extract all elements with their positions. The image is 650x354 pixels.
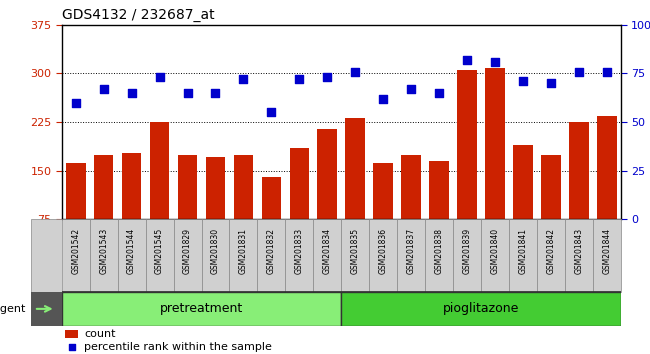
FancyBboxPatch shape	[229, 219, 257, 292]
Bar	[401, 155, 421, 268]
Bar	[373, 163, 393, 268]
Point	[238, 76, 248, 82]
Point	[211, 90, 221, 96]
Bar	[261, 177, 281, 268]
Bar	[31, 219, 62, 292]
Text: pretreatment: pretreatment	[160, 302, 243, 315]
FancyBboxPatch shape	[509, 219, 537, 292]
Text: GSM201829: GSM201829	[183, 228, 192, 274]
Text: GSM201832: GSM201832	[267, 228, 276, 274]
Bar	[233, 155, 254, 268]
Text: GSM201835: GSM201835	[351, 228, 359, 274]
Point	[406, 86, 416, 92]
Text: GSM201545: GSM201545	[155, 228, 164, 274]
Bar	[513, 145, 533, 268]
Text: agent: agent	[0, 304, 26, 314]
Bar	[341, 292, 621, 326]
FancyBboxPatch shape	[285, 219, 313, 292]
Bar	[345, 118, 365, 268]
FancyBboxPatch shape	[146, 219, 174, 292]
Text: GSM201542: GSM201542	[72, 228, 80, 274]
Point	[574, 69, 584, 74]
FancyBboxPatch shape	[593, 219, 621, 292]
Point	[99, 86, 109, 92]
Bar	[597, 116, 617, 268]
Text: GSM201843: GSM201843	[575, 228, 583, 274]
Text: GSM201544: GSM201544	[127, 228, 136, 274]
Point	[126, 90, 137, 96]
Text: GSM201838: GSM201838	[435, 228, 443, 274]
FancyBboxPatch shape	[257, 219, 285, 292]
Point	[155, 74, 165, 80]
FancyBboxPatch shape	[90, 219, 118, 292]
Text: GSM201844: GSM201844	[603, 228, 611, 274]
Bar	[94, 155, 114, 268]
Bar	[150, 122, 170, 268]
Point	[378, 96, 389, 102]
Point	[66, 344, 77, 350]
Text: count: count	[84, 329, 116, 339]
Point	[490, 59, 501, 64]
FancyBboxPatch shape	[202, 219, 229, 292]
Bar	[62, 292, 341, 326]
FancyBboxPatch shape	[313, 219, 341, 292]
Point	[350, 69, 360, 74]
Point	[322, 74, 332, 80]
Bar	[122, 153, 142, 268]
Text: GSM201833: GSM201833	[295, 228, 304, 274]
Point	[294, 76, 305, 82]
FancyBboxPatch shape	[397, 219, 425, 292]
Bar	[289, 148, 309, 268]
Bar	[66, 163, 86, 268]
FancyBboxPatch shape	[62, 219, 90, 292]
Point	[182, 90, 193, 96]
Bar	[541, 155, 561, 268]
Point	[546, 80, 556, 86]
Text: GSM201837: GSM201837	[407, 228, 415, 274]
Text: GSM201840: GSM201840	[491, 228, 499, 274]
Text: GSM201830: GSM201830	[211, 228, 220, 274]
Bar	[317, 129, 337, 268]
FancyBboxPatch shape	[453, 219, 481, 292]
Text: GSM201834: GSM201834	[323, 228, 332, 274]
FancyBboxPatch shape	[425, 219, 453, 292]
Text: pioglitazone: pioglitazone	[443, 302, 519, 315]
Bar	[485, 68, 505, 268]
Point	[462, 57, 473, 63]
Text: GSM201839: GSM201839	[463, 228, 471, 274]
Bar	[429, 161, 449, 268]
FancyBboxPatch shape	[537, 219, 565, 292]
Text: GSM201842: GSM201842	[547, 228, 555, 274]
Text: GSM201841: GSM201841	[519, 228, 527, 274]
Point	[70, 100, 81, 105]
Point	[266, 110, 277, 115]
FancyBboxPatch shape	[341, 219, 369, 292]
Bar	[205, 156, 226, 268]
Text: GDS4132 / 232687_at: GDS4132 / 232687_at	[62, 8, 214, 22]
Text: GSM201836: GSM201836	[379, 228, 387, 274]
Text: percentile rank within the sample: percentile rank within the sample	[84, 342, 272, 352]
FancyBboxPatch shape	[565, 219, 593, 292]
FancyBboxPatch shape	[174, 219, 202, 292]
Point	[434, 90, 445, 96]
Bar	[177, 155, 198, 268]
Bar	[31, 292, 62, 326]
Point	[518, 78, 528, 84]
FancyBboxPatch shape	[369, 219, 397, 292]
Text: GSM201543: GSM201543	[99, 228, 108, 274]
Bar	[457, 70, 477, 268]
Bar	[65, 330, 78, 338]
Point	[602, 69, 612, 74]
Bar	[569, 122, 589, 268]
FancyBboxPatch shape	[118, 219, 146, 292]
FancyBboxPatch shape	[481, 219, 509, 292]
Text: GSM201831: GSM201831	[239, 228, 248, 274]
